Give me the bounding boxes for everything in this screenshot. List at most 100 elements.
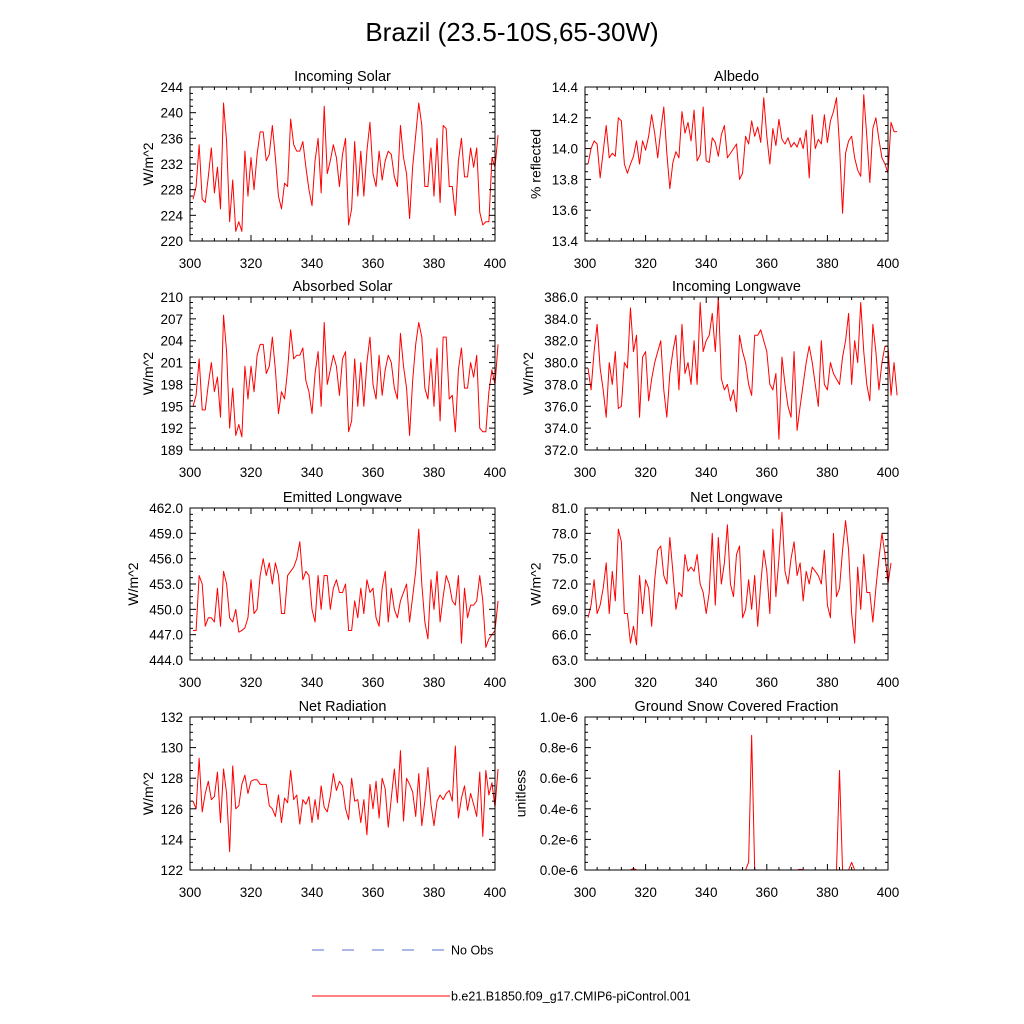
x-tick-label: 400 <box>877 256 900 271</box>
x-tick-label: 400 <box>484 885 507 900</box>
y-axis-label: unitless <box>512 770 528 817</box>
x-tick-label: 400 <box>877 675 900 690</box>
x-tick-label: 300 <box>179 256 202 271</box>
legend: No Obs b.e21.B1850.f09_g17.CMIP6-piContr… <box>312 944 691 1004</box>
y-axis-label: W/m^2 <box>140 352 156 395</box>
y-tick-label: 192 <box>160 421 183 436</box>
x-tick-label: 320 <box>240 885 263 900</box>
y-axis-label: W/m^2 <box>528 562 544 605</box>
plot-frame <box>584 296 889 451</box>
y-tick-label: 72.0 <box>552 577 578 592</box>
y-tick-label: 63.0 <box>552 653 578 668</box>
y-tick-label: 14.2 <box>552 111 578 126</box>
x-tick-label: 320 <box>240 465 263 480</box>
x-tick-label: 380 <box>423 885 446 900</box>
chart-panel-4: Incoming Longwave 300 320 340 360 380 400 372.0… <box>520 279 899 480</box>
y-tick-label: 207 <box>160 312 183 327</box>
y-tick-label: 0.0e-6 <box>540 863 578 878</box>
y-tick-label: 0.6e-6 <box>540 771 578 786</box>
chart-panel-2: Albedo 300 320 340 360 380 400 13.4 13.6 13.8 14.0… <box>528 69 900 271</box>
y-tick-label: 378.0 <box>544 377 578 392</box>
series-line <box>193 528 499 648</box>
y-tick-label: 130 <box>160 741 183 756</box>
chart-panel-8: Ground Snow Covered Fraction 300 320 340 360… <box>512 699 899 900</box>
y-tick-label: 447.0 <box>149 628 183 643</box>
y-tick-label: 195 <box>160 399 183 414</box>
legend-label-no-obs: No Obs <box>451 944 493 958</box>
y-tick-label: 372.0 <box>544 443 578 458</box>
y-tick-label: 78.0 <box>552 526 578 541</box>
y-tick-label: 374.0 <box>544 421 578 436</box>
x-tick-label: 340 <box>695 256 718 271</box>
series-line <box>585 734 888 871</box>
y-tick-label: 224 <box>160 208 183 223</box>
x-tick-label: 360 <box>362 885 385 900</box>
x-tick-label: 320 <box>634 675 657 690</box>
x-tick-label: 400 <box>484 465 507 480</box>
figure-title: Brazil (23.5-10S,65-30W) <box>365 17 658 47</box>
y-tick-label: 228 <box>160 183 183 198</box>
x-tick-label: 340 <box>301 465 324 480</box>
plot-frame <box>189 296 496 451</box>
y-tick-label: 66.0 <box>552 628 578 643</box>
y-tick-label: 189 <box>160 443 183 458</box>
x-tick-label: 340 <box>301 885 324 900</box>
x-tick-label: 340 <box>695 885 718 900</box>
y-tick-label: 210 <box>160 290 183 305</box>
y-tick-label: 453.0 <box>149 577 183 592</box>
panel-title: Incoming Solar <box>294 69 391 85</box>
plot-frame <box>584 716 889 871</box>
y-tick-label: 201 <box>160 356 183 371</box>
panel-title: Incoming Longwave <box>672 279 801 295</box>
y-tick-label: 244 <box>160 80 183 95</box>
y-tick-label: 14.0 <box>552 142 578 157</box>
chart-panel-6: Net Longwave 300 320 340 360 380 400 63.0 66.0 69… <box>528 490 900 690</box>
y-tick-label: 198 <box>160 377 183 392</box>
plot-frame <box>189 716 496 871</box>
y-axis-label: W/m^2 <box>520 352 536 395</box>
x-tick-label: 400 <box>484 256 507 271</box>
x-tick-label: 380 <box>816 885 839 900</box>
panels: Incoming Solar 300 320 340 360 380 400 220 224 22… <box>125 69 899 900</box>
x-tick-label: 340 <box>695 465 718 480</box>
panel-title: Ground Snow Covered Fraction <box>635 699 839 715</box>
x-tick-label: 360 <box>362 256 385 271</box>
y-axis-label: W/m^2 <box>140 142 156 185</box>
x-tick-label: 360 <box>756 885 779 900</box>
y-tick-label: 0.2e-6 <box>540 832 578 847</box>
panel-title: Net Radiation <box>299 699 387 715</box>
x-tick-label: 360 <box>362 465 385 480</box>
chart-panel-7: Net Radiation 300 320 340 360 380 400 122 124 126… <box>140 699 506 900</box>
x-tick-label: 360 <box>362 675 385 690</box>
x-tick-label: 400 <box>877 885 900 900</box>
y-tick-label: 376.0 <box>544 399 578 414</box>
x-tick-label: 320 <box>634 885 657 900</box>
x-tick-label: 340 <box>695 675 718 690</box>
y-tick-label: 450.0 <box>149 602 183 617</box>
x-tick-label: 300 <box>179 675 202 690</box>
plot-frame <box>584 507 889 661</box>
series-line <box>192 745 499 853</box>
x-tick-label: 380 <box>816 465 839 480</box>
x-tick-label: 320 <box>634 465 657 480</box>
x-tick-label: 360 <box>756 256 779 271</box>
y-tick-label: 240 <box>160 106 183 121</box>
y-tick-label: 236 <box>160 131 183 146</box>
y-tick-label: 382.0 <box>544 334 578 349</box>
y-axis-label: % reflected <box>528 129 544 199</box>
x-tick-label: 300 <box>179 465 202 480</box>
y-tick-label: 380.0 <box>544 356 578 371</box>
x-tick-label: 340 <box>301 675 324 690</box>
x-tick-label: 340 <box>301 256 324 271</box>
panel-title: Emitted Longwave <box>283 490 402 506</box>
y-tick-label: 81.0 <box>552 501 578 516</box>
y-tick-label: 220 <box>160 234 183 249</box>
y-tick-label: 132 <box>160 710 183 725</box>
x-tick-label: 380 <box>423 256 446 271</box>
x-tick-label: 300 <box>179 885 202 900</box>
y-tick-label: 0.8e-6 <box>540 741 578 756</box>
chart-panel-3: Absorbed Solar 300 320 340 360 380 400 189 192 19… <box>140 279 506 480</box>
y-tick-label: 204 <box>160 334 183 349</box>
panel-title: Albedo <box>714 69 759 85</box>
